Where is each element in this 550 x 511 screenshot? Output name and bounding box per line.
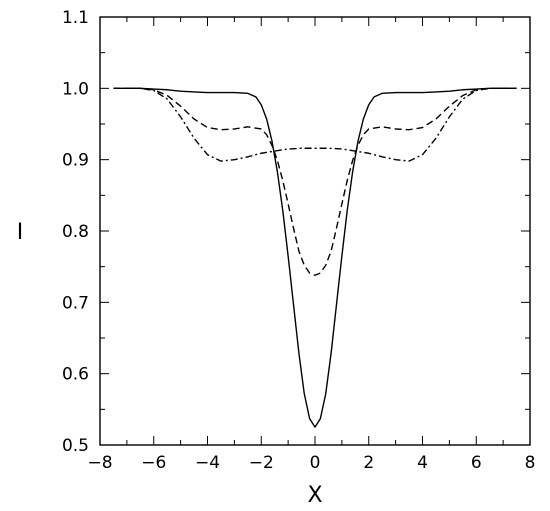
x-tick-label: 0 xyxy=(310,453,321,473)
x-axis-label: X xyxy=(307,483,322,508)
series-line-solid xyxy=(113,87,517,428)
y-tick-label: 0.9 xyxy=(62,151,89,171)
x-tick-label: −6 xyxy=(141,453,166,473)
tick-labels: −8 −6 −4 −2 0 2 4 6 8 0.5 0.6 0.7 0.8 0.9 1.0 1.1 xyxy=(62,8,535,473)
x-tick-label: −2 xyxy=(249,453,274,473)
x-tick-label: −4 xyxy=(195,453,220,473)
y-tick-label: 0.6 xyxy=(62,365,89,385)
axis-ticks xyxy=(99,16,531,446)
y-tick-label: 1.0 xyxy=(62,79,89,99)
series-line-dashdot xyxy=(113,87,517,162)
x-tick-label: 2 xyxy=(363,453,374,473)
series-line-dashed xyxy=(113,87,517,276)
x-tick-label: 4 xyxy=(417,453,428,473)
x-tick-label: 8 xyxy=(525,453,536,473)
y-tick-label: 1.1 xyxy=(62,8,89,28)
y-tick-label: 0.5 xyxy=(62,436,89,456)
plot-frame xyxy=(99,16,531,446)
series-lines xyxy=(113,87,517,428)
y-tick-label: 0.8 xyxy=(62,222,89,242)
x-tick-label: −8 xyxy=(87,453,112,473)
y-axis-label: I xyxy=(17,220,24,245)
y-tick-label: 0.7 xyxy=(62,293,89,313)
x-tick-label: 6 xyxy=(471,453,482,473)
